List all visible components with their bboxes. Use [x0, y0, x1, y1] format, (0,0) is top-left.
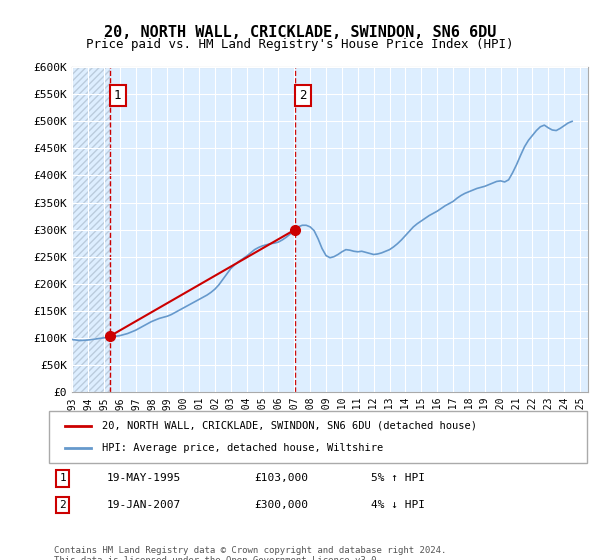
Text: £103,000: £103,000: [254, 473, 308, 483]
Text: 19-MAY-1995: 19-MAY-1995: [107, 473, 181, 483]
Text: 20, NORTH WALL, CRICKLADE, SWINDON, SN6 6DU (detached house): 20, NORTH WALL, CRICKLADE, SWINDON, SN6 …: [101, 421, 476, 431]
Text: 1: 1: [114, 89, 121, 102]
Text: Contains HM Land Registry data © Crown copyright and database right 2024.
This d: Contains HM Land Registry data © Crown c…: [54, 546, 446, 560]
FancyBboxPatch shape: [49, 411, 587, 463]
Text: 4% ↓ HPI: 4% ↓ HPI: [371, 500, 425, 510]
Text: 5% ↑ HPI: 5% ↑ HPI: [371, 473, 425, 483]
Text: HPI: Average price, detached house, Wiltshire: HPI: Average price, detached house, Wilt…: [101, 443, 383, 453]
Text: £300,000: £300,000: [254, 500, 308, 510]
Text: 2: 2: [59, 500, 66, 510]
Text: 1: 1: [59, 473, 66, 483]
Text: 19-JAN-2007: 19-JAN-2007: [107, 500, 181, 510]
Bar: [72, 67, 110, 392]
Text: Price paid vs. HM Land Registry's House Price Index (HPI): Price paid vs. HM Land Registry's House …: [86, 38, 514, 51]
Text: 20, NORTH WALL, CRICKLADE, SWINDON, SN6 6DU: 20, NORTH WALL, CRICKLADE, SWINDON, SN6 …: [104, 25, 496, 40]
Text: 2: 2: [299, 89, 307, 102]
Bar: [110, 67, 588, 392]
